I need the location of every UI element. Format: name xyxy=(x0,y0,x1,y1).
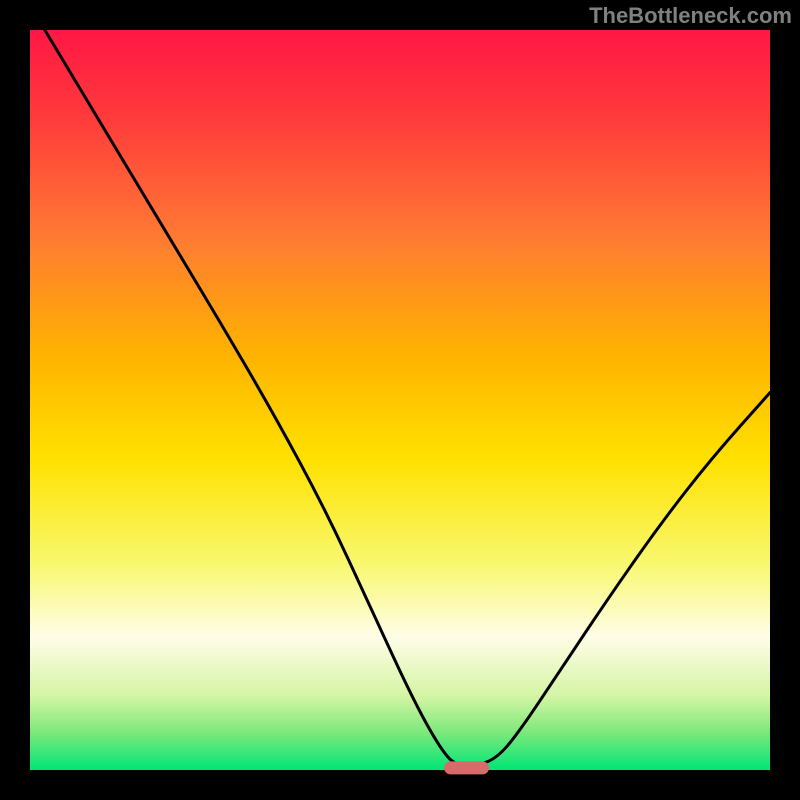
optimum-marker xyxy=(444,761,490,774)
plot-area xyxy=(30,30,770,770)
watermark-text: TheBottleneck.com xyxy=(589,3,792,29)
gradient-background xyxy=(30,30,770,770)
chart-container: TheBottleneck.com xyxy=(0,0,800,800)
